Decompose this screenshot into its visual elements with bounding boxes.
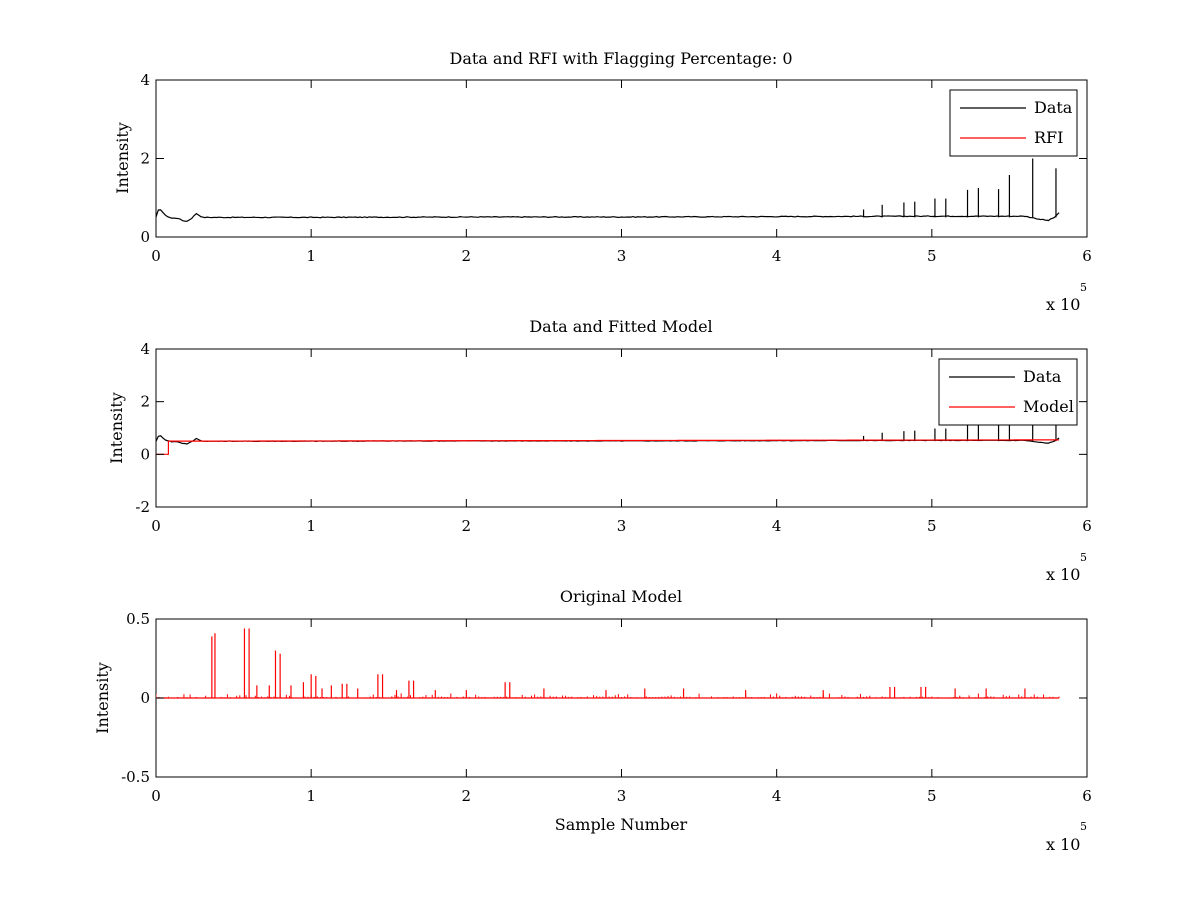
x-tick-label: 0: [151, 517, 161, 535]
y-tick-label: 0.5: [126, 610, 150, 628]
x-tick-label: 1: [306, 517, 316, 535]
legend-label-model: Model: [1023, 397, 1074, 416]
x-tick-label: 0: [151, 247, 161, 265]
x-tick-label: 0: [151, 787, 161, 805]
x-tick-label: 6: [1082, 247, 1092, 265]
y-tick-label: 2: [140, 393, 150, 411]
legend-label-rfi: RFI: [1034, 128, 1063, 147]
x-tick-label: 3: [617, 247, 627, 265]
plot-area: [155, 79, 1088, 238]
x-tick-label: 1: [306, 787, 316, 805]
legend-box: [938, 358, 1078, 426]
bottom-panel-title: Original Model: [560, 587, 682, 606]
middle-panel-x-multiplier-exp: 5: [1080, 551, 1087, 564]
top-panel-x-multiplier-exp: 5: [1080, 281, 1087, 294]
x-tick-label: 2: [462, 787, 472, 805]
data-layer: [156, 158, 1060, 222]
y-tick-label: -0.5: [121, 768, 150, 786]
model-line: [156, 439, 1060, 455]
bottom-panel: Original Model Intensity Sample Number x…: [93, 587, 1092, 854]
x-tick-label: 3: [617, 517, 627, 535]
bottom-panel-ylabel: Intensity: [93, 662, 112, 734]
x-tick-label: 5: [927, 247, 937, 265]
plot-area: [155, 348, 1088, 508]
legend-label-data: Data: [1034, 98, 1073, 117]
x-tick-label: 5: [927, 787, 937, 805]
middle-panel-title: Data and Fitted Model: [529, 317, 712, 336]
top-panel-title: Data and RFI with Flagging Percentage: 0: [449, 49, 792, 68]
top-panel: Data and RFI with Flagging Percentage: 0…: [113, 49, 1092, 314]
legend: Data RFI: [949, 89, 1078, 157]
legend: Data Model: [938, 358, 1078, 426]
top-panel-x-multiplier-base: x 10: [1046, 295, 1080, 314]
legend-box: [949, 89, 1078, 157]
data-line: [156, 209, 1060, 222]
x-tick-label: 2: [462, 247, 472, 265]
bottom-panel-x-multiplier-exp: 5: [1080, 820, 1087, 833]
top-panel-ylabel: Intensity: [113, 122, 132, 194]
y-tick-label: 4: [140, 71, 150, 89]
bottom-panel-x-multiplier-base: x 10: [1046, 835, 1080, 854]
x-tick-label: 6: [1082, 787, 1092, 805]
x-tick-label: 4: [772, 247, 782, 265]
x-tick-label: 5: [927, 517, 937, 535]
y-tick-label: 0: [140, 689, 150, 707]
middle-panel-x-multiplier: x 10 5: [1046, 551, 1087, 584]
x-tick-label: 3: [617, 787, 627, 805]
top-panel-x-multiplier: x 10 5: [1046, 281, 1087, 314]
legend-label-data: Data: [1023, 367, 1062, 386]
data-layer: [156, 628, 1060, 699]
y-tick-label: 0: [140, 445, 150, 463]
y-tick-label: 4: [140, 340, 150, 358]
bottom-panel-xlabel: Sample Number: [555, 815, 688, 834]
y-tick-label: -2: [135, 498, 150, 516]
x-tick-label: 1: [306, 247, 316, 265]
middle-panel-x-multiplier-base: x 10: [1046, 565, 1080, 584]
x-tick-label: 2: [462, 517, 472, 535]
middle-panel: Data and Fitted Model Intensity x 10 5 0…: [107, 317, 1092, 584]
middle-panel-ylabel: Intensity: [107, 392, 126, 464]
x-tick-label: 4: [772, 787, 782, 805]
bottom-panel-x-multiplier: x 10 5: [1046, 820, 1087, 854]
y-tick-label: 2: [140, 150, 150, 168]
x-tick-label: 6: [1082, 517, 1092, 535]
x-tick-label: 4: [772, 517, 782, 535]
y-tick-label: 0: [140, 228, 150, 246]
